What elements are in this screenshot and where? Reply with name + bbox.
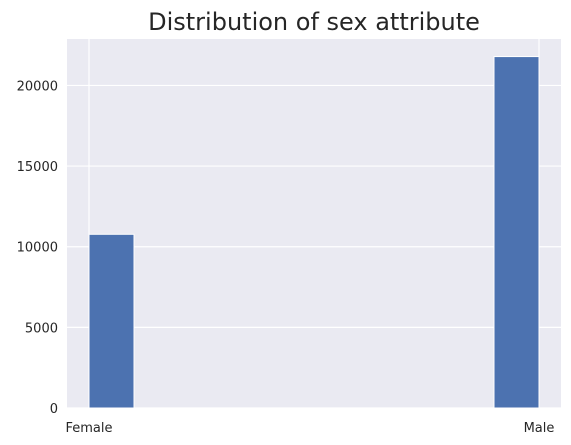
plot-area bbox=[67, 39, 561, 408]
y-tick-label: 5000 bbox=[25, 321, 58, 336]
bar-male bbox=[493, 56, 540, 409]
y-axis-ticks: 0 5000 10000 15000 20000 bbox=[17, 79, 58, 417]
x-axis-ticks: Female Male bbox=[65, 421, 554, 436]
bar-female bbox=[88, 233, 135, 409]
y-tick-label: 20000 bbox=[17, 79, 58, 94]
y-tick-label: 10000 bbox=[17, 241, 58, 256]
y-tick-label: 15000 bbox=[17, 160, 58, 175]
x-tick-label: Male bbox=[524, 421, 555, 436]
x-tick-label: Female bbox=[65, 421, 112, 436]
bars bbox=[88, 56, 540, 409]
y-tick-label: 0 bbox=[50, 402, 58, 417]
chart-title: Distribution of sex attribute bbox=[148, 8, 480, 36]
